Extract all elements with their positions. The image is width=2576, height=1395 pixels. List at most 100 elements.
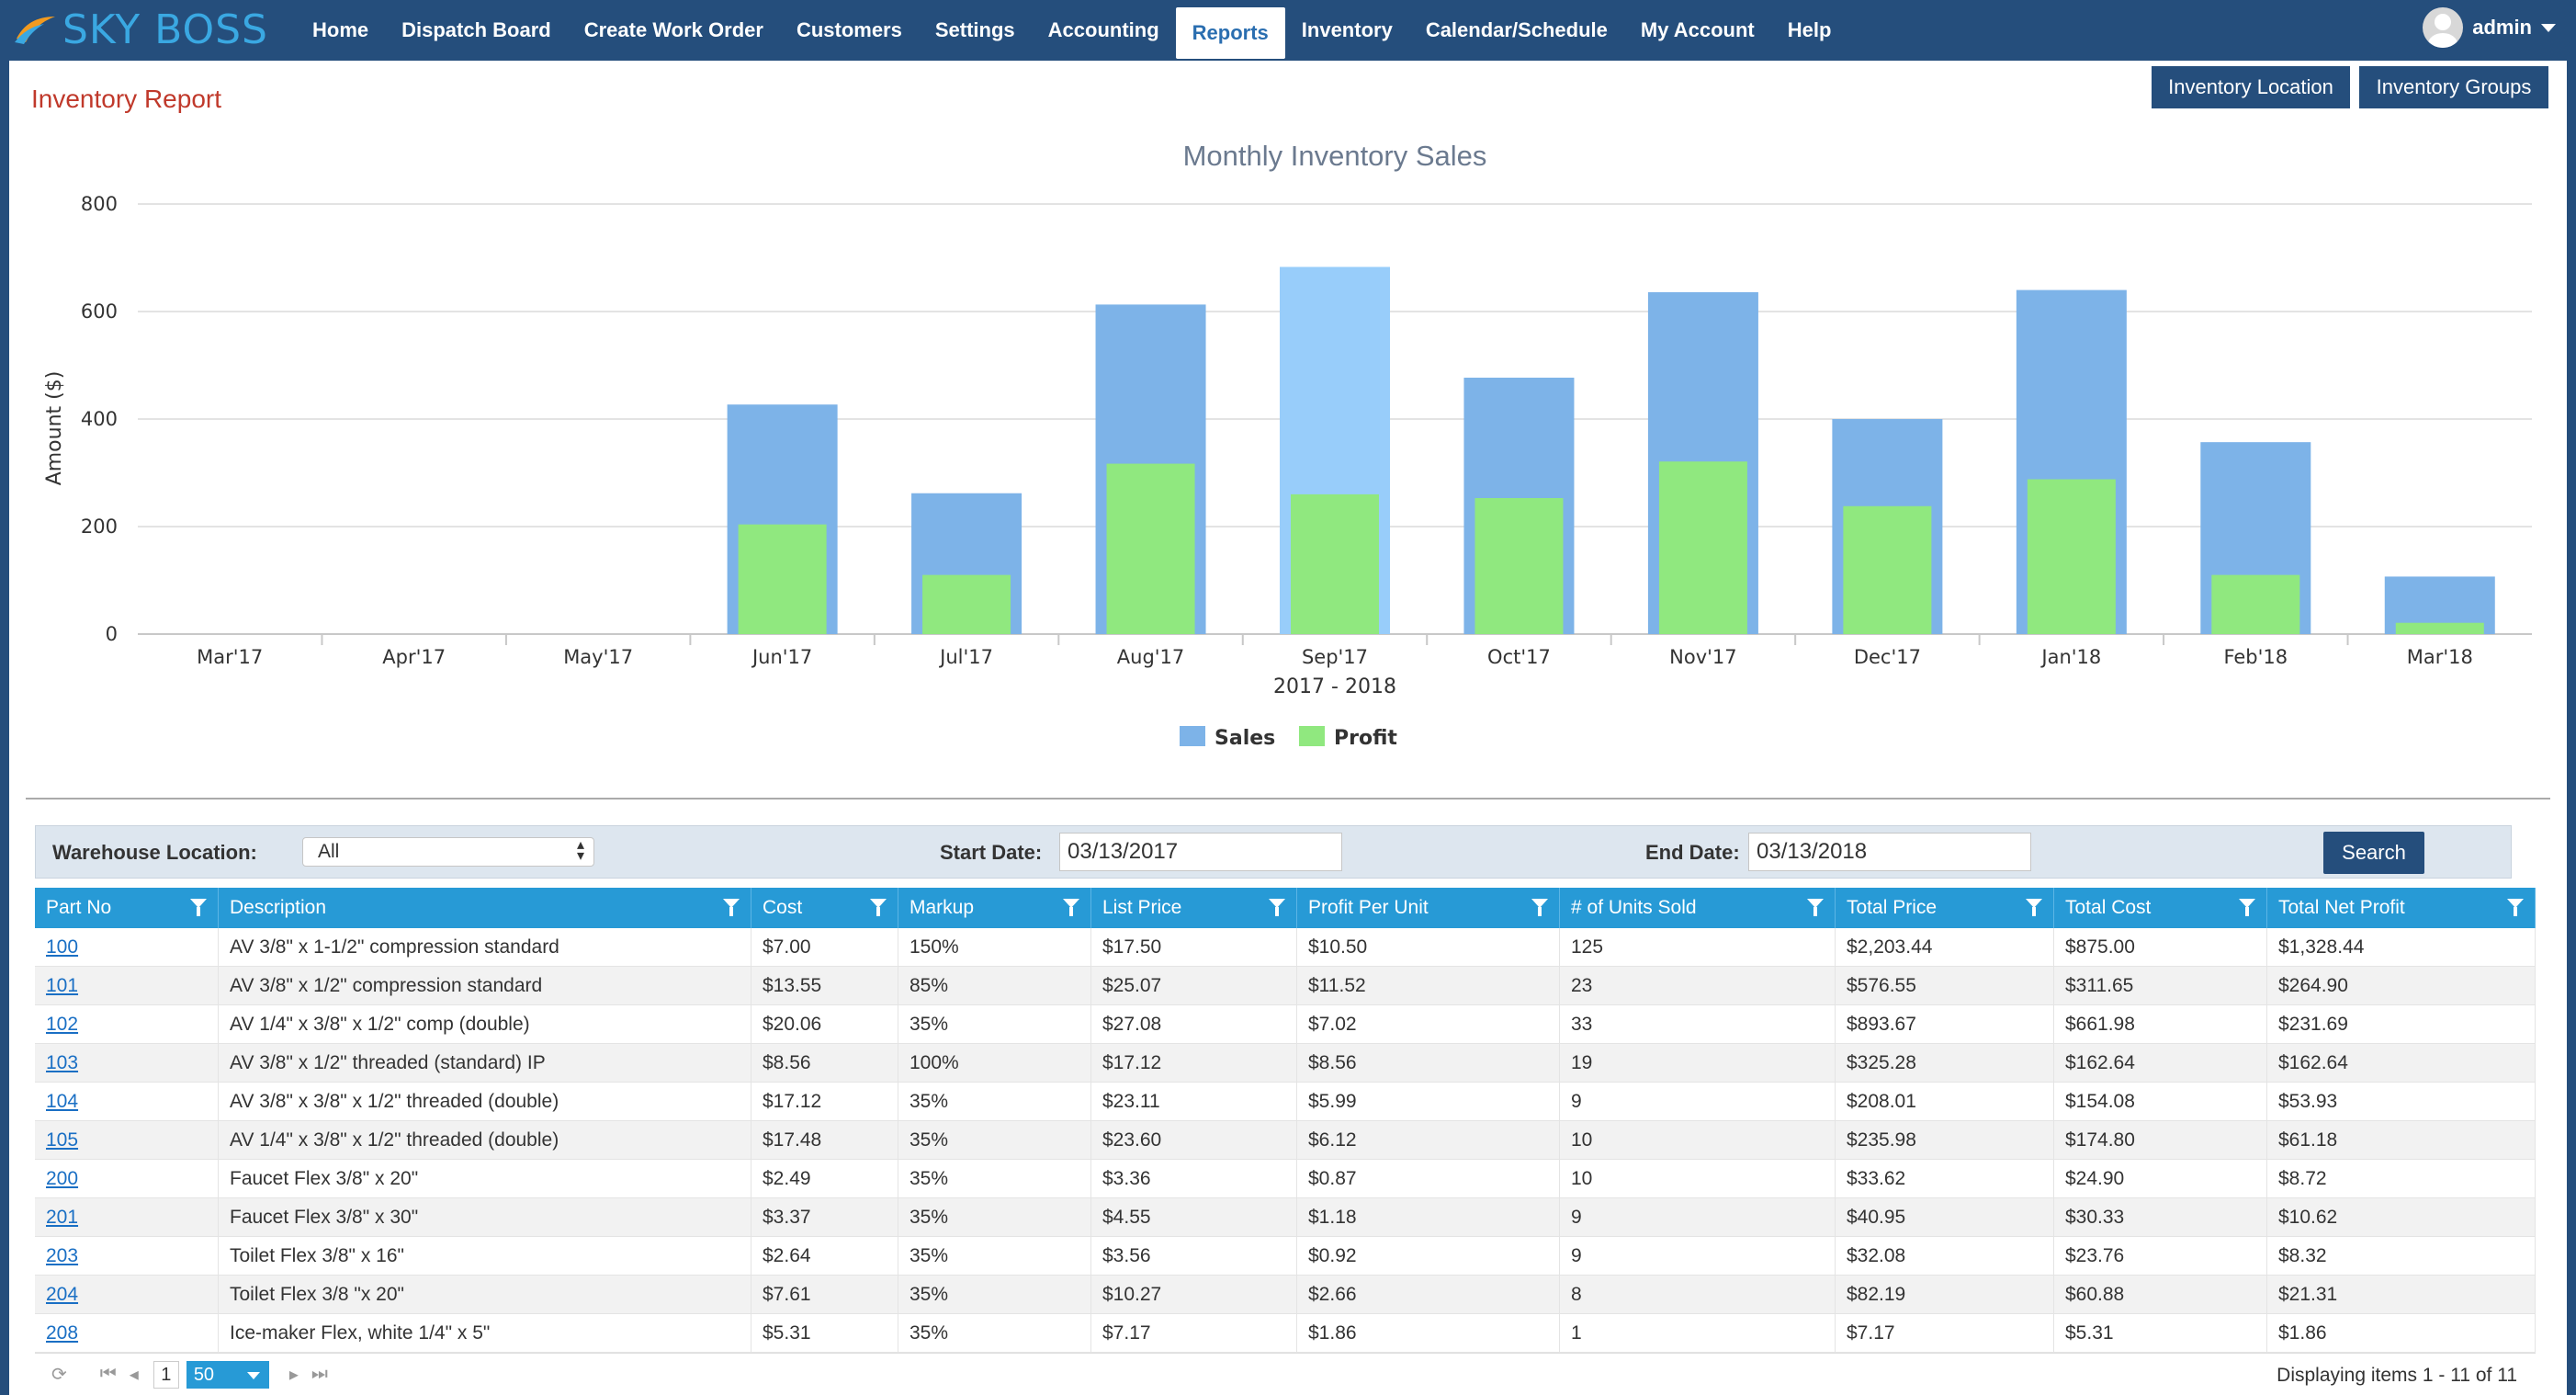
table-cell: 85%	[898, 967, 1091, 1004]
first-page-icon[interactable]: ⏮	[99, 1364, 117, 1384]
part-number-link[interactable]: 100	[35, 928, 219, 966]
chevron-down-icon	[2541, 23, 2556, 32]
search-button[interactable]: Search	[2323, 832, 2424, 874]
filter-icon[interactable]	[1531, 899, 1548, 916]
table-cell: 35%	[898, 1005, 1091, 1043]
inventory-groups-button[interactable]: Inventory Groups	[2359, 66, 2548, 108]
column-header-of-units-sold[interactable]: # of Units Sold	[1560, 888, 1836, 928]
part-number-link[interactable]: 102	[35, 1005, 219, 1043]
part-number-link[interactable]: 208	[35, 1314, 219, 1352]
part-number-link[interactable]: 201	[35, 1198, 219, 1236]
table-cell: 35%	[898, 1314, 1091, 1352]
current-page[interactable]: 1	[153, 1360, 179, 1389]
column-header-markup[interactable]: Markup	[898, 888, 1091, 928]
filter-icon[interactable]	[1063, 899, 1079, 916]
part-number-link[interactable]: 203	[35, 1237, 219, 1275]
user-menu[interactable]: admin	[2423, 6, 2556, 50]
end-date-input[interactable]: 03/13/2018	[1748, 833, 2031, 871]
filter-icon[interactable]	[190, 899, 207, 916]
table-row: 105 AV 1/4" x 3/8" x 1/2" threaded (doubl…	[35, 1121, 2536, 1160]
nav-item-reports[interactable]: Reports	[1175, 7, 1285, 59]
table-cell: $13.55	[751, 967, 898, 1004]
table-cell: $24.90	[2054, 1160, 2267, 1197]
nav-item-accounting[interactable]: Accounting	[1047, 18, 1159, 41]
table-cell: $2,203.44	[1836, 928, 2054, 966]
column-header-label: Total Price	[1847, 897, 1938, 918]
nav-item-create-work-order[interactable]: Create Work Order	[583, 18, 763, 41]
table-row: 103 AV 3/8" x 1/2" threaded (standard) IP…	[35, 1044, 2536, 1083]
part-number-link[interactable]: 104	[35, 1083, 219, 1120]
part-number-link[interactable]: 101	[35, 967, 219, 1004]
filter-icon[interactable]	[2507, 899, 2524, 916]
part-number-link[interactable]: 103	[35, 1044, 219, 1082]
table-cell: $8.56	[751, 1044, 898, 1082]
nav-item-home[interactable]: Home	[312, 18, 369, 41]
warehouse-select[interactable]: All ▴ ▾	[302, 837, 594, 867]
table-cell: 1	[1560, 1314, 1836, 1352]
nav-item-customers[interactable]: Customers	[796, 18, 902, 41]
part-number-link[interactable]: 200	[35, 1160, 219, 1197]
table-cell: $25.07	[1091, 967, 1297, 1004]
table-cell: $4.55	[1091, 1198, 1297, 1236]
table-row: 102 AV 1/4" x 3/8" x 1/2" comp (double) $2…	[35, 1005, 2536, 1044]
column-header-profit-per-unit[interactable]: Profit Per Unit	[1297, 888, 1560, 928]
table-cell: 19	[1560, 1044, 1836, 1082]
refresh-icon[interactable]: ⟳	[51, 1365, 67, 1385]
column-header-total-cost[interactable]: Total Cost	[2054, 888, 2267, 928]
column-header-list-price[interactable]: List Price	[1091, 888, 1297, 928]
table-cell: $23.60	[1091, 1121, 1297, 1159]
bar-profit	[2395, 622, 2484, 634]
start-date-input[interactable]: 03/13/2017	[1059, 833, 1342, 871]
nav-item-settings[interactable]: Settings	[934, 18, 1015, 41]
column-header-label: List Price	[1102, 897, 1182, 918]
table-cell: $1.18	[1297, 1198, 1560, 1236]
nav-item-dispatch-board[interactable]: Dispatch Board	[401, 18, 551, 41]
filter-icon[interactable]	[870, 899, 887, 916]
table-cell: 10	[1560, 1160, 1836, 1197]
x-tick-label: Dec'17	[1854, 646, 1921, 668]
column-header-part-no[interactable]: Part No	[35, 888, 219, 928]
table-cell: 125	[1560, 928, 1836, 966]
filter-icon[interactable]	[1807, 899, 1824, 916]
table-cell: $7.17	[1836, 1314, 2054, 1352]
part-number-link[interactable]: 105	[35, 1121, 219, 1159]
filter-icon[interactable]	[2026, 899, 2042, 916]
table-cell: 10	[1560, 1121, 1836, 1159]
table-cell: Toilet Flex 3/8 "x 20"	[219, 1276, 751, 1313]
next-page-icon[interactable]: ▸	[288, 1365, 299, 1385]
column-header-total-net-profit[interactable]: Total Net Profit	[2267, 888, 2536, 928]
table-cell: $33.62	[1836, 1160, 2054, 1197]
table-cell: $875.00	[2054, 928, 2267, 966]
prev-page-icon[interactable]: ◂	[129, 1365, 139, 1385]
last-page-icon[interactable]: ⏭	[311, 1364, 328, 1384]
nav-item-calendar-schedule[interactable]: Calendar/Schedule	[1425, 18, 1608, 41]
filter-icon[interactable]	[1269, 899, 1285, 916]
bar-profit	[1106, 463, 1195, 634]
table-cell: 35%	[898, 1121, 1091, 1159]
brand-name: SKY BOSS	[62, 6, 268, 53]
inventory-location-button[interactable]: Inventory Location	[2152, 66, 2350, 108]
column-header-description[interactable]: Description	[219, 888, 751, 928]
part-number-link[interactable]: 204	[35, 1276, 219, 1313]
nav-item-my-account[interactable]: My Account	[1640, 18, 1755, 41]
table-row: 101 AV 3/8" x 1/2" compression standard $1…	[35, 967, 2536, 1005]
x-tick-label: Jan'18	[2039, 646, 2101, 668]
table-cell: 9	[1560, 1083, 1836, 1120]
end-date-label: End Date:	[1645, 841, 1740, 864]
table-cell: $2.49	[751, 1160, 898, 1197]
nav-item-help[interactable]: Help	[1787, 18, 1832, 41]
page-size-select[interactable]: 50	[186, 1360, 269, 1389]
table-cell: $2.66	[1297, 1276, 1560, 1313]
nav-item-inventory[interactable]: Inventory	[1301, 18, 1393, 41]
brand-logo[interactable]: SKY BOSS	[13, 4, 268, 55]
table-cell: $311.65	[2054, 967, 2267, 1004]
column-header-total-price[interactable]: Total Price	[1836, 888, 2054, 928]
column-header-cost[interactable]: Cost	[751, 888, 898, 928]
table-cell: $0.87	[1297, 1160, 1560, 1197]
table-cell: 8	[1560, 1276, 1836, 1313]
table-cell: $61.18	[2267, 1121, 2536, 1159]
table-cell: $27.08	[1091, 1005, 1297, 1043]
table-cell: Ice-maker Flex, white 1/4" x 5"	[219, 1314, 751, 1352]
filter-icon[interactable]	[2239, 899, 2255, 916]
filter-icon[interactable]	[723, 899, 740, 916]
